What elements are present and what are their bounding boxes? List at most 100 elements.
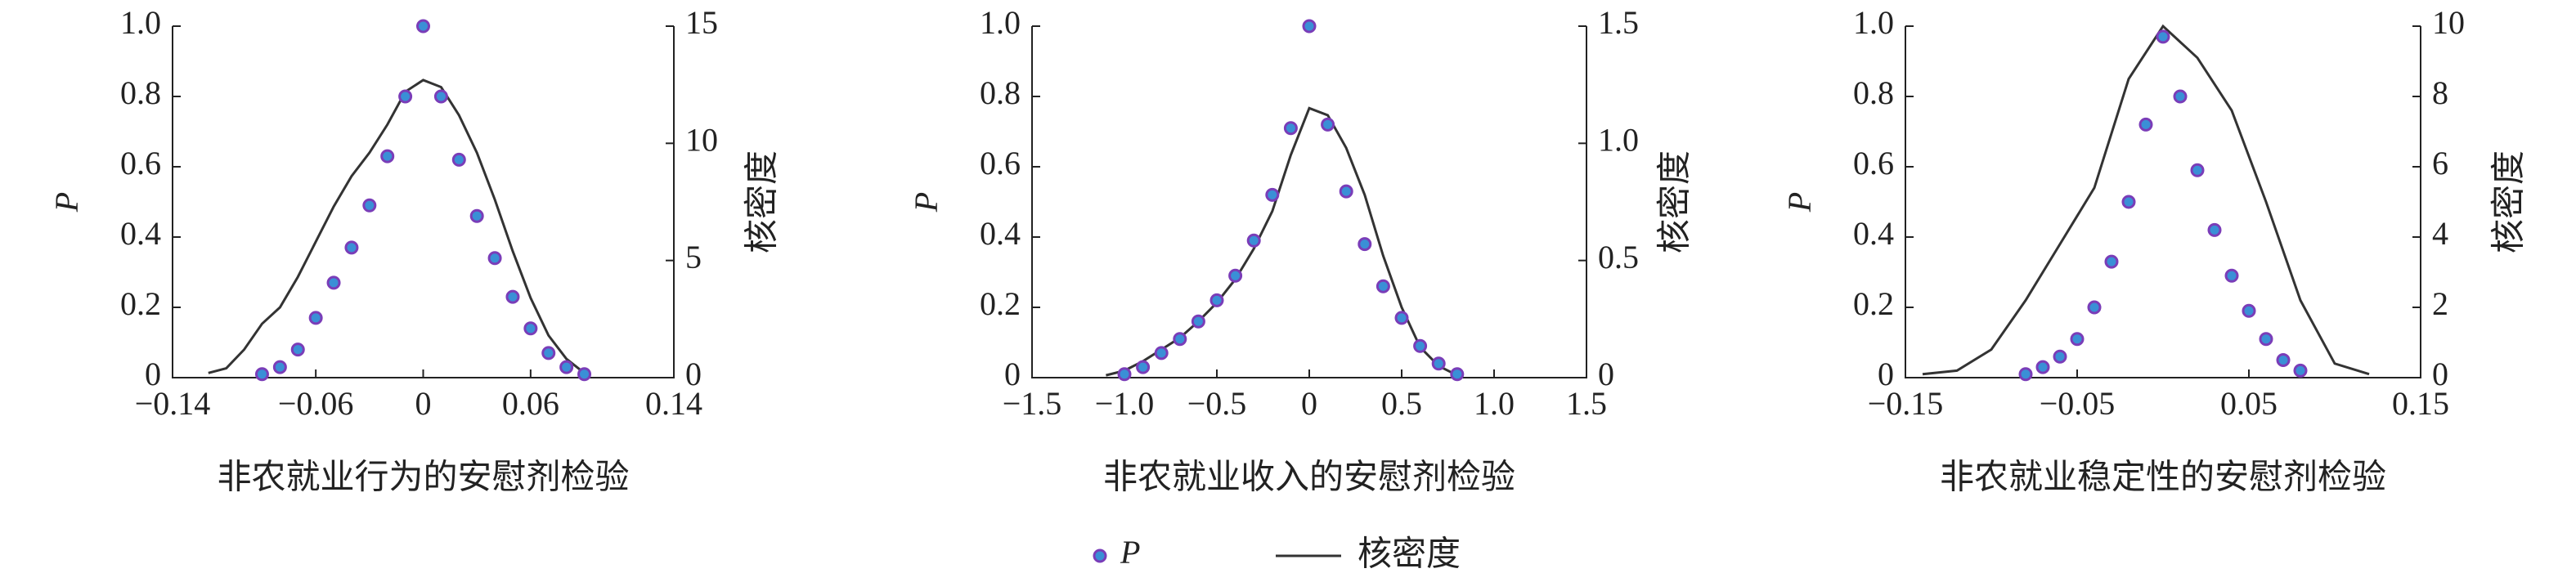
p-point: [1283, 121, 1298, 136]
y-tick-label: 0.8: [120, 74, 161, 111]
x-tick-label: 1.0: [1474, 385, 1515, 422]
p-point: [1431, 356, 1446, 371]
p-point: [1228, 268, 1243, 283]
y-tick-label: 1.0: [120, 4, 161, 41]
p-point: [272, 360, 287, 374]
p-point: [416, 19, 430, 34]
y2-tick-label: 10: [685, 122, 718, 159]
p-point: [559, 360, 574, 374]
y2-tick-label: 0: [2432, 356, 2448, 392]
p-point: [1136, 360, 1151, 374]
y2-tick-label: 2: [2432, 285, 2448, 322]
x-axis-label: 非农就业收入的安慰剂检验: [1103, 457, 1515, 497]
x-tick-label: 1.5: [1566, 385, 1607, 422]
y-tick-label: 0.8: [1853, 74, 1894, 111]
y2-tick-label: 0.5: [1598, 239, 1639, 275]
density-line: [1922, 24, 2370, 376]
y2-tick-label: 1.5: [1598, 4, 1639, 41]
y-tick-label: 0.4: [1853, 215, 1894, 252]
x-tick-label: 0.5: [1381, 385, 1422, 422]
p-point: [398, 89, 413, 104]
p-point: [1246, 233, 1261, 248]
legend-label: P: [1120, 534, 1140, 571]
p-point: [290, 342, 305, 357]
p-point: [2190, 163, 2205, 177]
y-tick-label: 0.2: [120, 285, 161, 322]
y-axis-label: P: [908, 192, 945, 213]
p-point: [1450, 367, 1465, 382]
y-tick-label: 1.0: [980, 4, 1021, 41]
x-axis-label: 非农就业行为的安慰剂检验: [217, 457, 629, 497]
p-point: [1321, 117, 1335, 132]
p-point: [2156, 29, 2170, 44]
y2-tick-label: 10: [2432, 4, 2465, 41]
p-point: [2276, 353, 2291, 367]
p-point: [2207, 222, 2222, 237]
p-point: [2104, 254, 2119, 269]
x-tick-label: −0.14: [135, 385, 211, 422]
p-point: [523, 321, 538, 336]
y-tick-label: 0.4: [980, 215, 1021, 252]
y-axis-label: P: [48, 192, 85, 213]
y2-tick-label: 4: [2432, 215, 2448, 252]
y-tick-label: 0.2: [980, 285, 1021, 322]
p-point: [1117, 367, 1132, 382]
y-tick-label: 1.0: [1853, 4, 1894, 41]
x-tick-label: 0.05: [2220, 385, 2278, 422]
y2-tick-label: 0: [685, 356, 702, 392]
y-tick-label: 0.6: [1853, 145, 1894, 181]
p-point: [451, 152, 466, 167]
x-tick-label: −1.5: [1003, 385, 1062, 422]
x-tick-label: 0.14: [645, 385, 702, 422]
p-point: [1191, 314, 1205, 329]
x-tick-label: −1.0: [1095, 385, 1155, 422]
p-point: [469, 208, 484, 223]
y-tick-label: 0: [1878, 356, 1894, 392]
density-line: [208, 78, 586, 374]
p-point: [2035, 360, 2050, 374]
p-point: [2173, 89, 2188, 104]
y2-tick-label: 1.0: [1598, 122, 1639, 159]
p-point: [505, 289, 520, 304]
p-point: [577, 367, 592, 382]
y2-tick-label: 8: [2432, 74, 2448, 111]
x-tick-label: −0.06: [278, 385, 354, 422]
y-tick-label: 0: [1004, 356, 1021, 392]
legend-label: 核密度: [1358, 534, 1461, 574]
p-point: [1265, 187, 1280, 202]
y2-tick-label: 5: [685, 239, 702, 275]
p-point: [344, 240, 359, 255]
x-tick-label: 0.06: [502, 385, 559, 422]
p-point: [308, 311, 323, 325]
p-point: [2018, 367, 2033, 382]
legend: P 核密度: [1093, 534, 1461, 574]
p-point: [1173, 332, 1187, 347]
y-tick-label: 0.6: [980, 145, 1021, 181]
p-point: [1358, 237, 1372, 252]
x-tick-label: −0.15: [1868, 385, 1944, 422]
p-point: [326, 275, 341, 290]
p-point: [2087, 300, 2102, 315]
y2-axis-label: 核密度: [1654, 150, 1694, 253]
p-point: [433, 89, 448, 104]
p-point: [2070, 332, 2085, 347]
x-axis-label: 非农就业稳定性的安慰剂检验: [1940, 457, 2386, 497]
y2-tick-label: 0: [1598, 356, 1614, 392]
p-point: [1154, 346, 1169, 360]
x-tick-label: −0.05: [2040, 385, 2116, 422]
x-tick-label: 0: [1301, 385, 1317, 422]
y-tick-label: 0.6: [120, 145, 161, 181]
axis-frame: [1905, 26, 2421, 378]
y2-tick-label: 15: [685, 4, 718, 41]
p-point: [1413, 338, 1428, 353]
legend-marker: [1093, 548, 1107, 563]
p-point: [254, 367, 269, 382]
p-point: [380, 149, 395, 163]
density-line: [1106, 106, 1458, 377]
y-tick-label: 0: [145, 356, 161, 392]
x-tick-label: 0: [415, 385, 432, 422]
y-tick-label: 0.8: [980, 74, 1021, 111]
axis-frame: [1031, 26, 1587, 378]
p-point: [2053, 349, 2067, 364]
